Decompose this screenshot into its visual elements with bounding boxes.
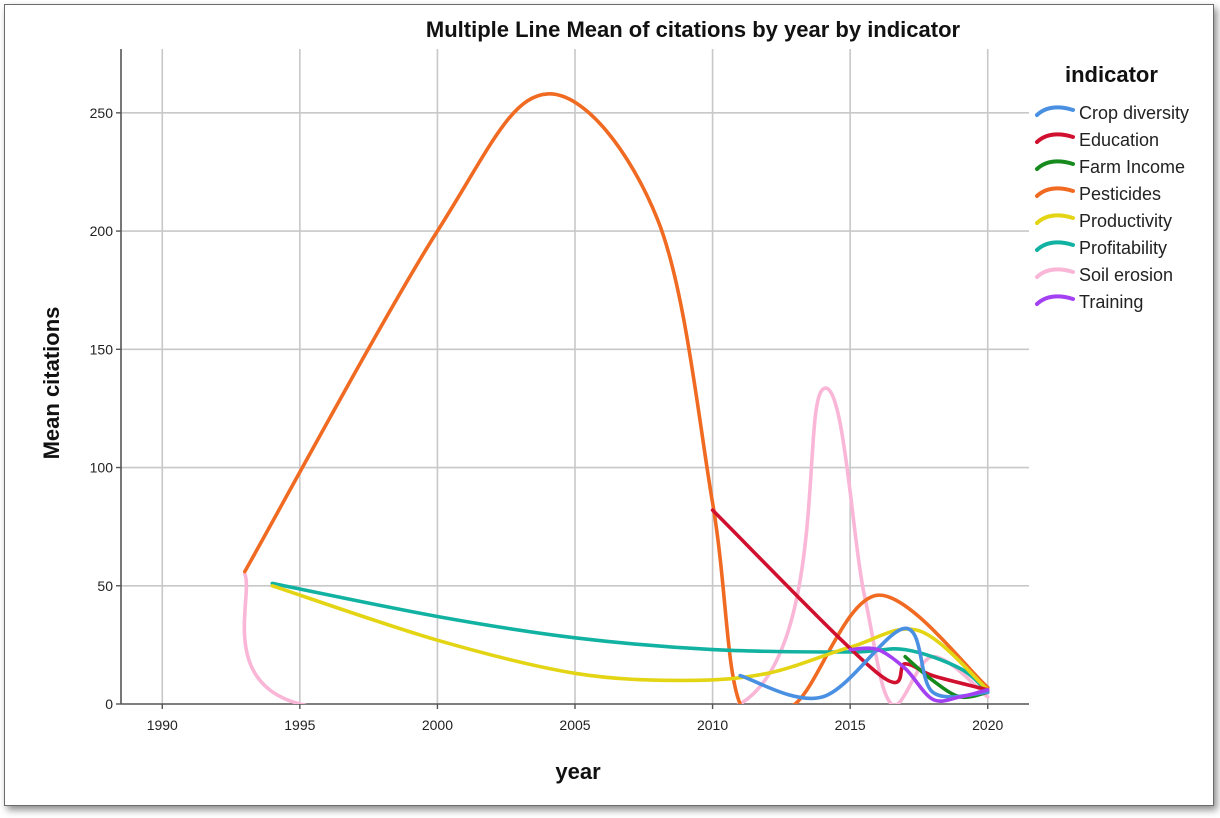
legend-label-training: Training <box>1079 292 1143 312</box>
x-tick-label: 1995 <box>284 717 315 733</box>
legend-label-crop-diversity: Crop diversity <box>1079 103 1189 123</box>
gridlines <box>121 49 1029 704</box>
series-line-training <box>848 646 990 703</box>
legend-swatch-profitability <box>1035 240 1075 252</box>
plot-lines <box>242 92 990 704</box>
x-tick-label: 2020 <box>972 717 1003 733</box>
y-tick-labels: 0 50 100 150 200 250 <box>90 105 121 712</box>
y-tick-label: 200 <box>90 223 114 239</box>
legend: Crop diversity Education Farm Income Pestic… <box>1035 103 1189 312</box>
legend-label-education: Education <box>1079 130 1159 150</box>
chart-frame: Multiple Line Mean of citations by year … <box>4 4 1214 806</box>
x-tick-label: 1990 <box>147 717 178 733</box>
legend-swatch-education <box>1035 132 1075 144</box>
legend-label-farm-income: Farm Income <box>1079 157 1185 177</box>
series-line-pesticides <box>243 92 990 704</box>
y-tick-label: 50 <box>97 578 113 594</box>
line-chart: Multiple Line Mean of citations by year … <box>39 17 1189 784</box>
legend-swatch-productivity <box>1035 213 1075 225</box>
x-tick-label: 2015 <box>835 717 866 733</box>
x-tick-label: 2010 <box>697 717 728 733</box>
legend-label-soil-erosion: Soil erosion <box>1079 265 1173 285</box>
series-line-soil-erosion <box>242 386 990 704</box>
legend-title: indicator <box>1065 62 1158 87</box>
legend-label-productivity: Productivity <box>1079 211 1172 231</box>
legend-swatch-training <box>1035 294 1075 306</box>
legend-swatch-pesticides <box>1035 186 1075 198</box>
x-axis-title: year <box>555 759 601 784</box>
x-tick-label: 2005 <box>559 717 590 733</box>
y-axis-title: Mean citations <box>39 307 64 460</box>
series-line-crop-diversity <box>738 626 990 701</box>
legend-swatch-crop-diversity <box>1035 105 1075 117</box>
legend-label-profitability: Profitability <box>1079 238 1167 258</box>
chart-title: Multiple Line Mean of citations by year … <box>426 17 961 42</box>
legend-swatch-soil-erosion <box>1035 267 1075 279</box>
y-tick-label: 0 <box>105 696 113 712</box>
series-line-education <box>710 508 990 692</box>
legend-swatch-farm-income <box>1035 159 1075 171</box>
y-tick-label: 250 <box>90 105 114 121</box>
series-line-profitability <box>270 581 990 694</box>
y-tick-label: 100 <box>90 460 114 476</box>
x-tick-labels: 1990 1995 2000 2005 2010 2015 2020 <box>147 704 1004 733</box>
y-tick-label: 150 <box>90 341 114 357</box>
x-tick-label: 2000 <box>422 717 453 733</box>
legend-label-pesticides: Pesticides <box>1079 184 1161 204</box>
